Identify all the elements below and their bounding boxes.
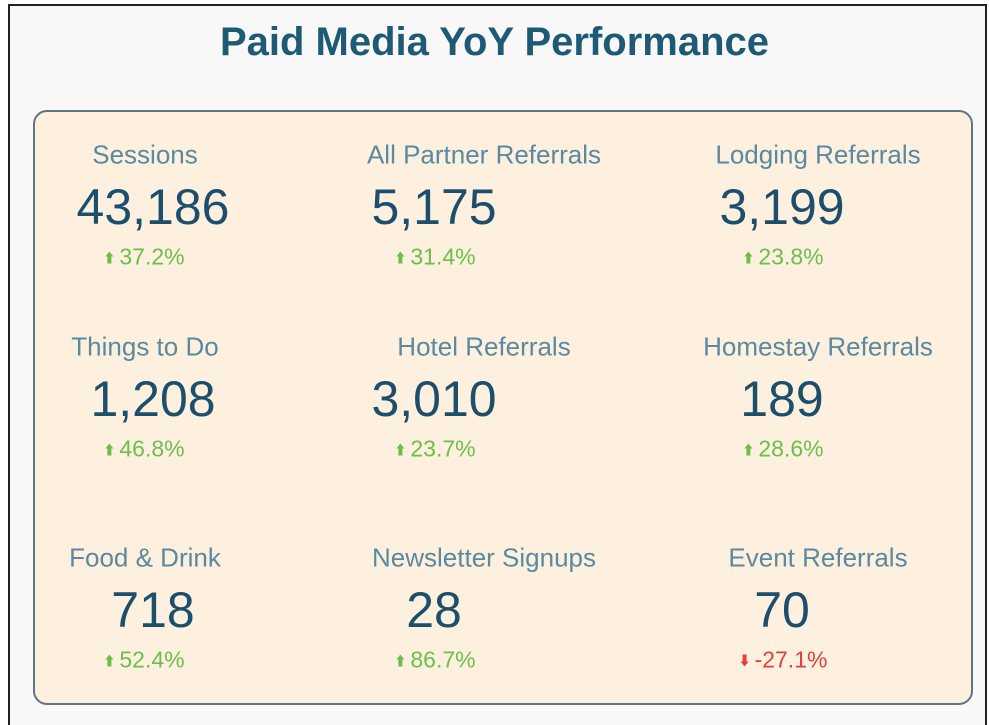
metric-change: 46.8% [105,435,185,463]
metric-label: Sessions [92,139,198,170]
metric-change: 28.6% [744,435,824,463]
metric-label: Event Referrals [728,542,908,573]
metric-label: Hotel Referrals [397,331,571,362]
metric-label: Lodging Referrals [715,139,921,170]
metric-label: Newsletter Signups [372,542,596,573]
change-text: -27.1% [754,646,828,673]
metric-change: 31.4% [396,243,476,271]
metric-change: 23.8% [744,243,824,271]
arrow-down [740,654,749,666]
metric-value: 43,186 [76,179,230,235]
metric-value: 189 [740,371,824,427]
title: Paid Media YoY Performance [219,20,770,64]
arrow-up [105,654,114,666]
metric-change: 37.2% [105,243,185,271]
metric-value: 3,199 [719,179,845,235]
metric-value: 5,175 [371,179,497,235]
arrow-up [396,443,405,455]
arrow-up [744,251,753,263]
metric-value: 3,010 [371,371,497,427]
metric-label: Things to Do [71,331,219,362]
arrow-up [396,654,405,666]
scorecard-panel [33,110,973,705]
metric-change: 86.7% [396,646,476,674]
change-text: 46.8% [119,435,185,462]
metric-change: 23.7% [396,435,476,463]
metric-change: 52.4% [105,646,185,674]
change-text: 23.8% [758,243,824,270]
metric-change: -27.1% [740,646,828,674]
metric-value: 1,208 [90,371,216,427]
change-text: 52.4% [119,646,185,673]
metric-value: 28 [406,582,462,638]
arrow-up [105,251,114,263]
metric-value: 70 [754,582,810,638]
metric-label: Homestay Referrals [703,331,933,362]
metric-label: Food & Drink [69,542,221,573]
metric-label: All Partner Referrals [366,139,602,170]
metric-value: 718 [111,582,195,638]
change-text: 37.2% [119,243,185,270]
change-text: 31.4% [410,243,476,270]
change-text: 28.6% [758,435,824,462]
change-text: 23.7% [410,435,476,462]
arrow-up [396,251,405,263]
arrow-up [744,443,753,455]
arrow-up [105,443,114,455]
change-text: 86.7% [410,646,476,673]
